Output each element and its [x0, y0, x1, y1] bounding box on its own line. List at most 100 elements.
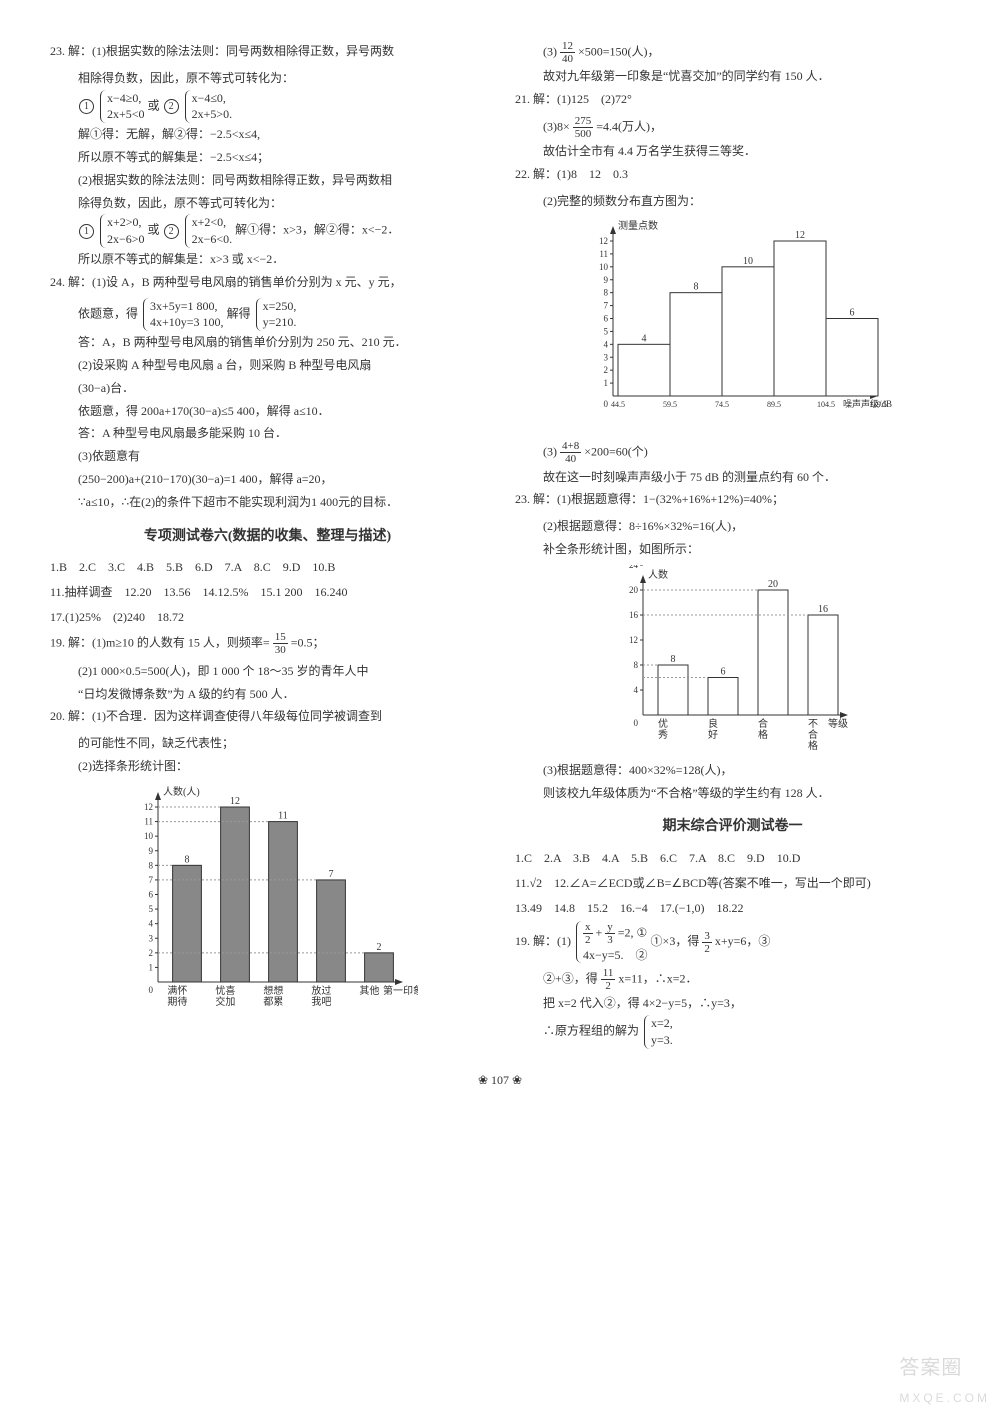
q20-3-frac: 12 40: [560, 40, 575, 65]
q24-l8: (3)依题意有: [50, 445, 485, 468]
q23r-5: 则该校九年级体质为“不合格”等级的学生约有 128 人．: [515, 782, 950, 805]
svg-text:0: 0: [603, 399, 608, 409]
svg-text:12: 12: [144, 802, 153, 812]
q19f-tden: 2: [702, 943, 712, 955]
q22-3-num: 4+8: [560, 440, 581, 453]
q22-l2: (2)完整的频数分布直方图为：: [515, 190, 950, 213]
svg-text:2: 2: [376, 942, 381, 953]
q19f-bot: 4x−y=5. ②: [583, 947, 648, 964]
q19f-tnum: 3: [702, 930, 712, 943]
q24-l5: (30−a)台．: [50, 377, 485, 400]
f-yd: y: [605, 921, 615, 934]
q24-l3: 答：A，B 两种型号电风扇的销售单价分别为 250 元、210 元．: [50, 331, 485, 354]
f-ye: 3: [605, 934, 615, 946]
svg-text:优: 优: [658, 717, 668, 730]
q24-sys-top: 3x+5y=1 800,: [150, 298, 224, 315]
q19f-l2frac: 11 2: [601, 967, 616, 992]
q21-l2b: =4.4(万人)，: [596, 119, 662, 133]
svg-text:12: 12: [599, 236, 608, 246]
q22-3b: ×200=60(个): [584, 445, 648, 459]
q24-l9: (250−200)a+(210−170)(30−a)=1 400，解得 a=20…: [50, 468, 485, 491]
or-text: 或: [148, 98, 160, 112]
svg-text:10: 10: [144, 831, 154, 841]
svg-text:等级: 等级: [828, 717, 848, 730]
svg-text:24: 24: [629, 565, 639, 570]
svg-text:交加: 交加: [215, 995, 235, 1008]
q21-num: 275: [573, 115, 594, 128]
svg-text:好: 好: [708, 729, 718, 741]
svg-text:10: 10: [599, 262, 609, 272]
q22-3a: (3): [543, 445, 557, 459]
svg-text:8: 8: [693, 282, 698, 293]
brace-q24-sol: x=250, y=210.: [256, 298, 297, 332]
q19-frac: 15 30: [273, 631, 288, 656]
f-xa: x: [583, 921, 593, 934]
svg-text:合: 合: [758, 717, 768, 730]
svg-text:9: 9: [148, 845, 153, 855]
q24-head: 24. 解：(1)设 A，B 两种型号电风扇的销售单价分别为 x 元、y 元，: [50, 271, 485, 294]
svg-text:16: 16: [629, 610, 639, 620]
q19f-tail1: ①×3，得: [651, 934, 700, 948]
mc-line2: 11.抽样调查 12.20 13.56 14.12.5% 15.1 200 16…: [50, 581, 485, 604]
svg-text:格: 格: [758, 728, 768, 741]
q19f-l2b: x=11，∴x=2．: [618, 972, 697, 986]
q20-3b: ×500=150(人)，: [578, 44, 660, 58]
section-title-6: 专项测试卷六(数据的收集、整理与描述): [50, 524, 485, 551]
brace-2b: x+2<0, 2x−6<0.: [185, 214, 233, 248]
svg-text:8: 8: [184, 854, 189, 865]
mc-line3: 17.(1)25% (2)240 18.72: [50, 606, 485, 629]
svg-text:8: 8: [148, 860, 153, 870]
q23r-head: 23. 解：(1)根据题意得：1−(32%+16%+12%)=40%；: [515, 488, 950, 511]
svg-text:0: 0: [633, 718, 638, 728]
q19f-l4-text: ∴原方程组的解为: [543, 1024, 639, 1038]
chart2-histogram: 测量点数123456789101112481012644.559.574.589…: [573, 216, 893, 436]
q24-l7: 答：A 种型号电风扇最多能采购 10 台．: [50, 422, 485, 445]
svg-text:8: 8: [633, 660, 638, 670]
q23-sys2: 1 x+2>0, 2x−6>0 或 2 x+2<0, 2x−6<0. 解①得：x…: [50, 214, 485, 248]
svg-text:放过: 放过: [311, 984, 331, 997]
svg-text:4: 4: [633, 685, 638, 695]
svg-text:人数(人): 人数(人): [163, 785, 200, 798]
brace-q24: 3x+5y=1 800, 4x+10y=3 100,: [143, 298, 224, 332]
q19f-sol-bot: y=3.: [651, 1032, 673, 1049]
svg-text:9: 9: [603, 275, 608, 285]
watermark-main: 答案圈: [899, 1357, 962, 1379]
svg-text:89.5: 89.5: [767, 400, 781, 409]
brace-1b: x−4≤0, 2x+5>0.: [185, 90, 233, 124]
q21-head: 21. 解：(1)125 (2)72°: [515, 88, 950, 111]
svg-text:测量点数: 测量点数: [618, 219, 658, 232]
svg-text:良: 良: [708, 717, 718, 730]
svg-text:人数: 人数: [648, 568, 668, 581]
page-number-text: 107: [491, 1073, 509, 1087]
q19-head-text: 19. 解：(1)m≥10 的人数有 15 人，则频率=: [50, 635, 270, 649]
brace-1a: x−4≥0, 2x+5<0: [100, 90, 145, 124]
svg-text:8: 8: [603, 288, 608, 298]
svg-text:10: 10: [743, 256, 753, 267]
q22-head: 22. 解：(1)8 12 0.3: [515, 163, 950, 186]
svg-text:11: 11: [599, 249, 608, 259]
q23-line1: 23. 解：(1)根据实数的除法法则：同号两数相除得正数，异号两数: [50, 40, 485, 63]
svg-text:7: 7: [603, 301, 608, 311]
circled-1b: 1: [79, 224, 94, 239]
q20-3a: (3): [543, 44, 557, 58]
q23-l5: (2)根据实数的除法法则：同号两数相除得正数，异号两数相: [50, 169, 485, 192]
q19f-l4: ∴原方程组的解为 x=2, y=3.: [515, 1015, 950, 1049]
q20-head: 20. 解：(1)不合理．因为这样调查使得八年级每位同学被调查到: [50, 705, 485, 728]
page-number: ❀ 107 ❀: [50, 1069, 950, 1092]
q20-l3: (2)选择条形统计图：: [50, 755, 485, 778]
q19f-tfrac: 3 2: [702, 930, 712, 955]
svg-text:6: 6: [148, 889, 153, 899]
or-text2: 或: [148, 223, 160, 237]
svg-text:我吧: 我吧: [311, 996, 331, 1008]
svg-text:0: 0: [148, 985, 153, 995]
q21-l3: 故估计全市有 4.4 万名学生获得三等奖．: [515, 140, 950, 163]
watermark: 答案圈 MXQE.COM: [899, 1349, 990, 1410]
brace-2a: x+2>0, 2x−6>0: [100, 214, 145, 248]
sys2b-bot: 2x−6<0.: [192, 231, 233, 248]
q19-tail: =0.5；: [291, 635, 325, 649]
svg-text:12: 12: [230, 796, 240, 807]
circled-1: 1: [79, 99, 94, 114]
q23-line2: 相除得负数，因此，原不等式可转化为：: [50, 67, 485, 90]
sys1b-bot: 2x+5>0.: [192, 106, 233, 123]
q20-l2: 的可能性不同，缺乏代表性；: [50, 732, 485, 755]
